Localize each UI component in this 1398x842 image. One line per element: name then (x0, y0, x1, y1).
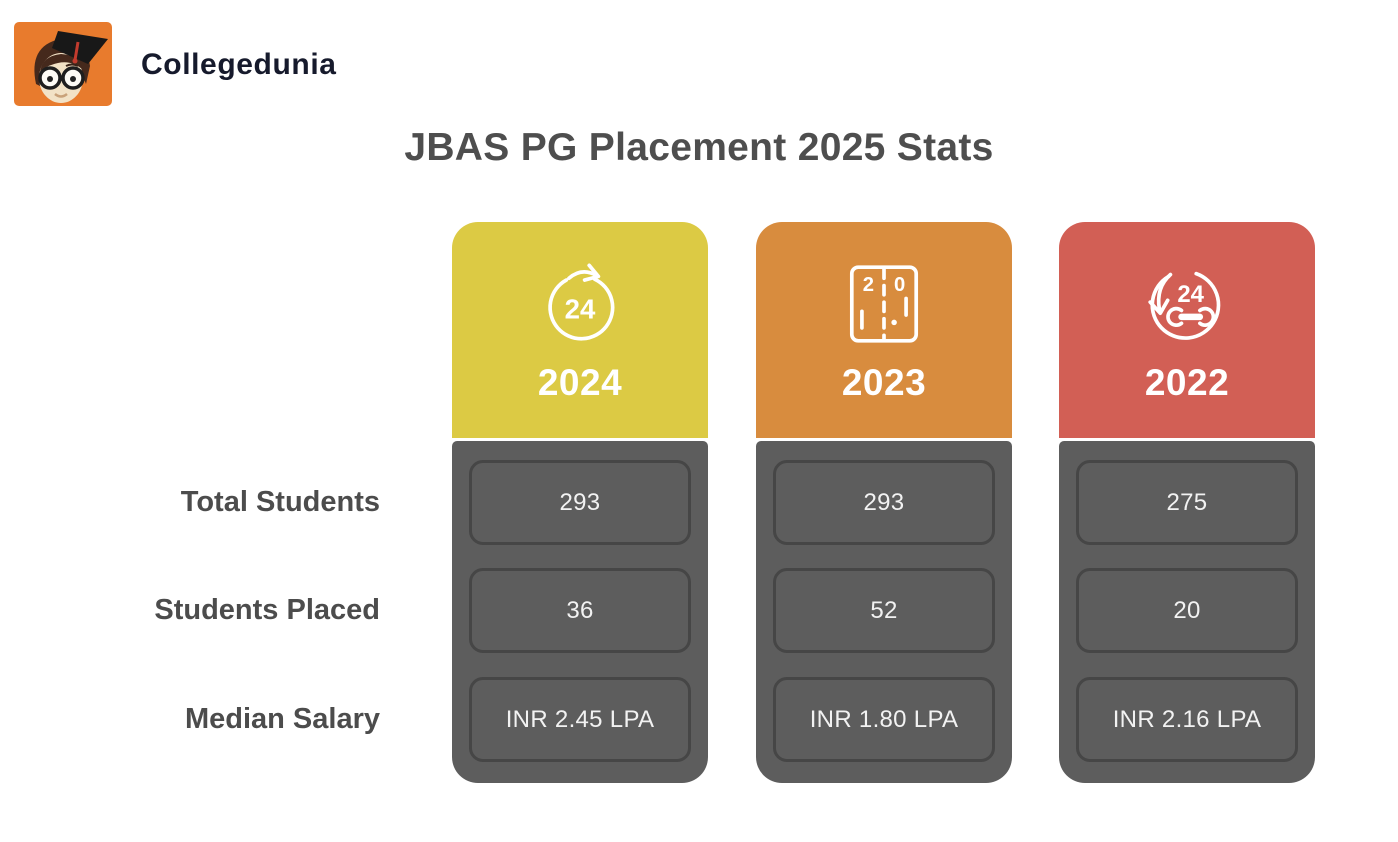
year-label: 2022 (1144, 362, 1230, 403)
stat-students-placed-2023: 52 (773, 568, 995, 653)
svg-text:24: 24 (565, 294, 596, 325)
year-column-2024: 24 2024 293 36 INR 2.45 LPA (452, 222, 708, 783)
svg-text:0: 0 (894, 274, 905, 296)
year-body-2022: 275 20 INR 2.16 LPA (1059, 441, 1315, 783)
row-label-total-students: Total Students (180, 486, 380, 518)
stat-total-students-2023: 293 (773, 460, 995, 545)
collegedunia-mascot-icon (14, 22, 112, 106)
year-body-2023: 293 52 INR 1.80 LPA (756, 441, 1012, 783)
year-header-2022: 24 2022 (1059, 222, 1315, 438)
brand-name: Collegedunia (141, 48, 337, 81)
year-label: 2023 (841, 362, 927, 403)
year-header-2024: 24 2024 (452, 222, 708, 438)
stat-total-students-2022: 275 (1076, 460, 1298, 545)
svg-text:2: 2 (863, 274, 874, 296)
stat-median-salary-2024: INR 2.45 LPA (469, 677, 691, 762)
year-label: 2024 (537, 362, 623, 403)
stat-median-salary-2022: INR 2.16 LPA (1076, 677, 1298, 762)
24-hours-service-wrench-icon: 24 (1148, 271, 1221, 340)
stat-students-placed-2024: 36 (469, 568, 691, 653)
24-hours-clockwise-arrow-icon: 24 (548, 263, 615, 341)
row-label-median-salary: Median Salary (184, 703, 380, 735)
collegedunia-logo (14, 22, 112, 106)
year-body-2024: 293 36 INR 2.45 LPA (452, 441, 708, 783)
svg-text:24: 24 (1177, 281, 1204, 308)
stat-median-salary-2023: INR 1.80 LPA (773, 677, 995, 762)
year-column-2022: 24 2022 275 20 INR 2.16 LPA (1059, 222, 1315, 783)
stat-total-students-2024: 293 (469, 460, 691, 545)
year-header-2023: 2 0 2023 (756, 222, 1012, 438)
pong-scoreboard-icon: 2 0 (849, 265, 919, 343)
page-title: JBAS PG Placement 2025 Stats (404, 126, 994, 169)
year-column-2023: 2 0 2023 293 52 INR 1.80 LPA (756, 222, 1012, 783)
row-label-students-placed: Students Placed (154, 594, 380, 626)
stat-students-placed-2022: 20 (1076, 568, 1298, 653)
